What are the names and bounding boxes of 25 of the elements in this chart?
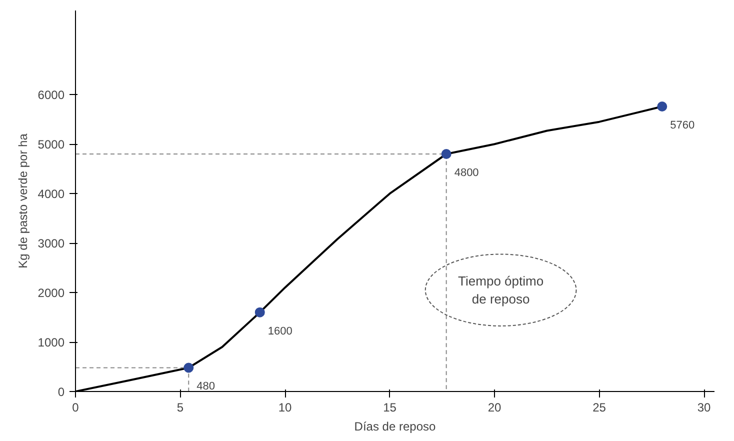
x-tick-label: 0: [72, 400, 80, 414]
x-tick-label: 10: [278, 400, 292, 414]
point: [184, 362, 194, 373]
point: [657, 102, 668, 112]
point: [254, 307, 265, 318]
x-tick-label: 5: [176, 400, 184, 414]
x-tick-label: 30: [697, 400, 712, 414]
point: [441, 149, 452, 159]
annotation: Tiempo óptimo de reposo: [458, 274, 544, 307]
data-label: 5760: [670, 119, 695, 132]
y-tick-label: 1000: [38, 336, 65, 350]
y-tick-label: 4000: [38, 187, 65, 202]
x-tick-label: 15: [383, 400, 397, 414]
y-axis-title: Kg de pasto verde por ha: [16, 133, 30, 268]
y-tick-label: 2000: [38, 286, 65, 300]
x-axis-title: Días de reposo: [354, 420, 436, 434]
y-tick-label: 3000: [38, 236, 65, 251]
y-tick-label: 0: [58, 385, 65, 399]
y-tick-label: 6000: [38, 88, 65, 102]
x-tick-label: 25: [592, 400, 606, 414]
data-label: 4800: [454, 166, 479, 179]
data-label: 1600: [268, 325, 292, 338]
data-label: 480: [196, 380, 215, 393]
x-tick-label: 20: [488, 400, 502, 414]
y-tick-label: 5000: [38, 138, 65, 152]
